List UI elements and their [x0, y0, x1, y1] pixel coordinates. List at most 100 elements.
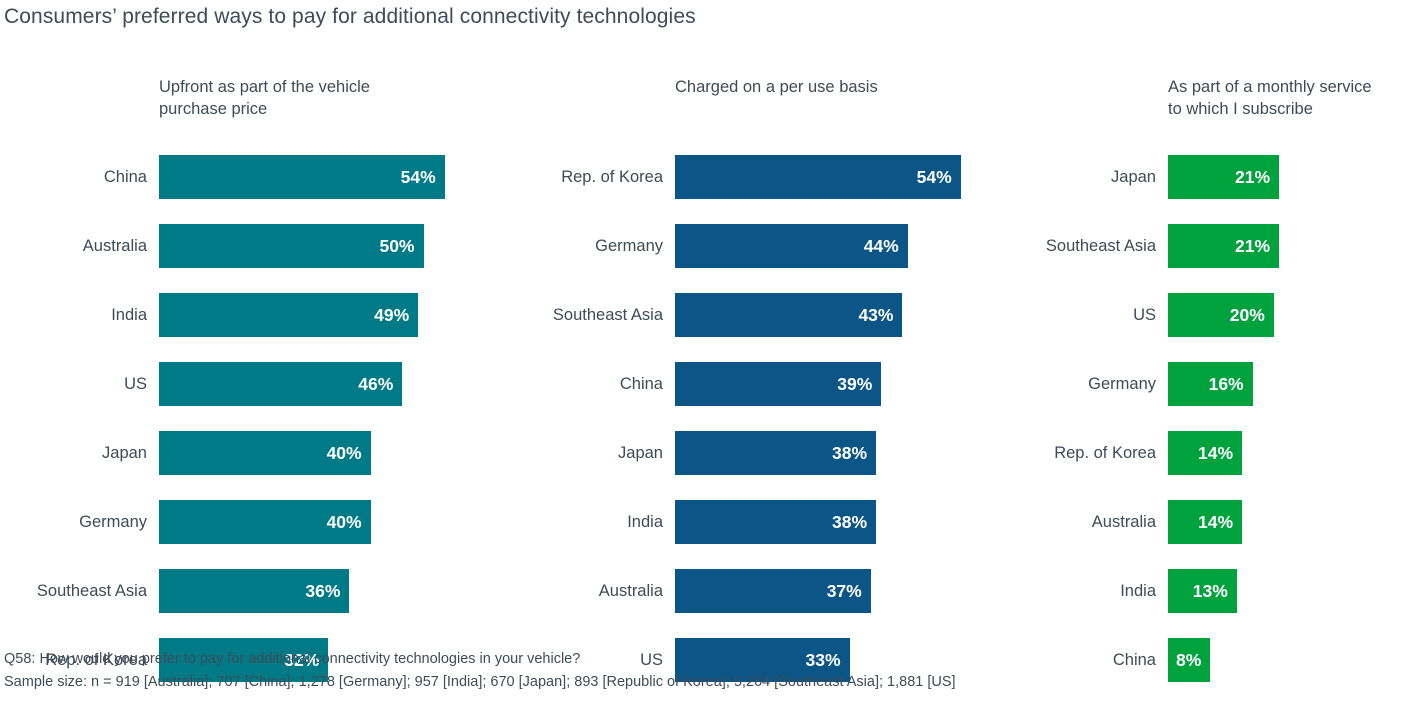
bar-value-label: 32%	[284, 649, 320, 670]
category-label: Japan	[102, 444, 147, 462]
category-label: Germany	[79, 513, 147, 531]
bar-value-label: 21%	[1235, 235, 1271, 256]
bar-row: India 13%	[995, 559, 1420, 628]
category-label: China	[1112, 651, 1156, 669]
category-label: China	[619, 375, 663, 393]
bar: 38%	[675, 431, 877, 475]
bar: 40%	[159, 500, 371, 544]
bar: 54%	[159, 155, 445, 199]
bar: 44%	[675, 224, 908, 268]
page-title: Consumers’ preferred ways to pay for add…	[4, 5, 696, 28]
bar: 16%	[1168, 362, 1253, 406]
category-label: US	[640, 651, 663, 669]
category-label: Australia	[598, 582, 663, 600]
category-label: Germany	[595, 237, 663, 255]
category-label: Japan	[1111, 168, 1156, 186]
bar-row: Australia 37%	[500, 559, 970, 628]
bar: 36%	[159, 569, 350, 613]
category-label: India	[111, 306, 147, 324]
footnotes: Q58: How would you prefer to pay for add…	[4, 648, 956, 694]
bar-row: Southeast Asia 36%	[0, 559, 470, 628]
bar-row: Germany 44%	[500, 214, 970, 283]
bar: 43%	[675, 293, 903, 337]
bar-row: Germany 16%	[995, 352, 1420, 421]
bar-row: US 33%	[500, 628, 970, 697]
bar-value-label: 8%	[1176, 649, 1202, 670]
bar-row: Rep. of Korea 32%	[0, 628, 470, 697]
bar-value-label: 37%	[826, 580, 862, 601]
bar-value-label: 54%	[400, 166, 436, 187]
bar: 32%	[159, 638, 329, 682]
bar-value-label: 14%	[1198, 442, 1234, 463]
bar-row: Southeast Asia 43%	[500, 283, 970, 352]
bar-value-label: 33%	[805, 649, 841, 670]
category-label: Australia	[82, 237, 147, 255]
bar: 39%	[675, 362, 882, 406]
category-label: Germany	[1088, 375, 1156, 393]
bar-row: Japan 40%	[0, 421, 470, 490]
category-label: Rep. of Korea	[45, 651, 147, 669]
bar-value-label: 16%	[1208, 373, 1244, 394]
bar: 38%	[675, 500, 877, 544]
bar: 14%	[1168, 431, 1243, 475]
footnote-sample-size: Sample size: n = 919 [Australia]; 707 [C…	[4, 674, 956, 690]
bar-value-label: 40%	[326, 442, 362, 463]
bar: 46%	[159, 362, 403, 406]
bar-value-label: 38%	[831, 511, 868, 532]
bar-rows: Rep. of Korea 54% Germany 44% Southeast Asia…	[500, 145, 970, 697]
bar-row: India 38%	[500, 490, 970, 559]
bar-row: Rep. of Korea 54%	[500, 145, 970, 214]
bar-row: Australia 50%	[0, 214, 470, 283]
bar-row: Germany 40%	[0, 490, 470, 559]
category-label: Japan	[618, 444, 663, 462]
bar-value-label: 36%	[305, 580, 341, 601]
bar-row: Australia 14%	[995, 490, 1420, 559]
bar-row: Southeast Asia 21%	[995, 214, 1420, 283]
bar-row: Japan 21%	[995, 145, 1420, 214]
footnote-question: Q58: How would you prefer to pay for add…	[4, 651, 581, 667]
category-label: Southeast Asia	[1045, 237, 1156, 255]
bar: 54%	[675, 155, 961, 199]
category-label: India	[1120, 582, 1156, 600]
bar: 21%	[1168, 224, 1280, 268]
bar-value-label: 21%	[1235, 166, 1271, 187]
bar: 49%	[159, 293, 419, 337]
bar-value-label: 46%	[358, 373, 394, 394]
panel-header: Charged on a per use basis	[675, 78, 878, 96]
category-label: Rep. of Korea	[1054, 444, 1156, 462]
panel-header: Upfront as part of the vehicle purchase …	[159, 78, 370, 118]
category-label: Australia	[1091, 513, 1156, 531]
bar: 13%	[1168, 569, 1237, 613]
panel-header: As part of a monthly service to which I …	[1168, 78, 1372, 118]
bar-row: US 20%	[995, 283, 1420, 352]
bar-value-label: 38%	[831, 442, 868, 463]
bar-rows: Japan 21% Southeast Asia 21% US 20% Germany 16%…	[995, 145, 1420, 697]
bar-value-label: 39%	[837, 373, 873, 394]
bar-row: China 39%	[500, 352, 970, 421]
bar-row: China 8%	[995, 628, 1420, 697]
bar: 33%	[675, 638, 850, 682]
category-label: Southeast Asia	[552, 306, 663, 324]
bar: 50%	[159, 224, 424, 268]
bar-value-label: 54%	[916, 166, 952, 187]
bar-value-label: 40%	[326, 511, 362, 532]
bar-row: US 46%	[0, 352, 470, 421]
category-label: US	[1133, 306, 1156, 324]
category-label: US	[124, 375, 147, 393]
bar: 40%	[159, 431, 371, 475]
category-label: Rep. of Korea	[561, 168, 663, 186]
bar: 20%	[1168, 293, 1274, 337]
category-label: India	[627, 513, 663, 531]
bar: 8%	[1168, 638, 1211, 682]
bar: 37%	[675, 569, 871, 613]
category-label: Southeast Asia	[36, 582, 147, 600]
bar: 14%	[1168, 500, 1243, 544]
bar-value-label: 43%	[858, 304, 894, 325]
bar: 21%	[1168, 155, 1280, 199]
bar-row: India 49%	[0, 283, 470, 352]
category-label: China	[103, 168, 147, 186]
bar-row: Japan 38%	[500, 421, 970, 490]
bar-value-label: 49%	[374, 304, 410, 325]
bar-value-label: 50%	[379, 235, 415, 256]
bar-rows: China 54% Australia 50% India 49% US 46% Japan 40…	[0, 145, 470, 697]
